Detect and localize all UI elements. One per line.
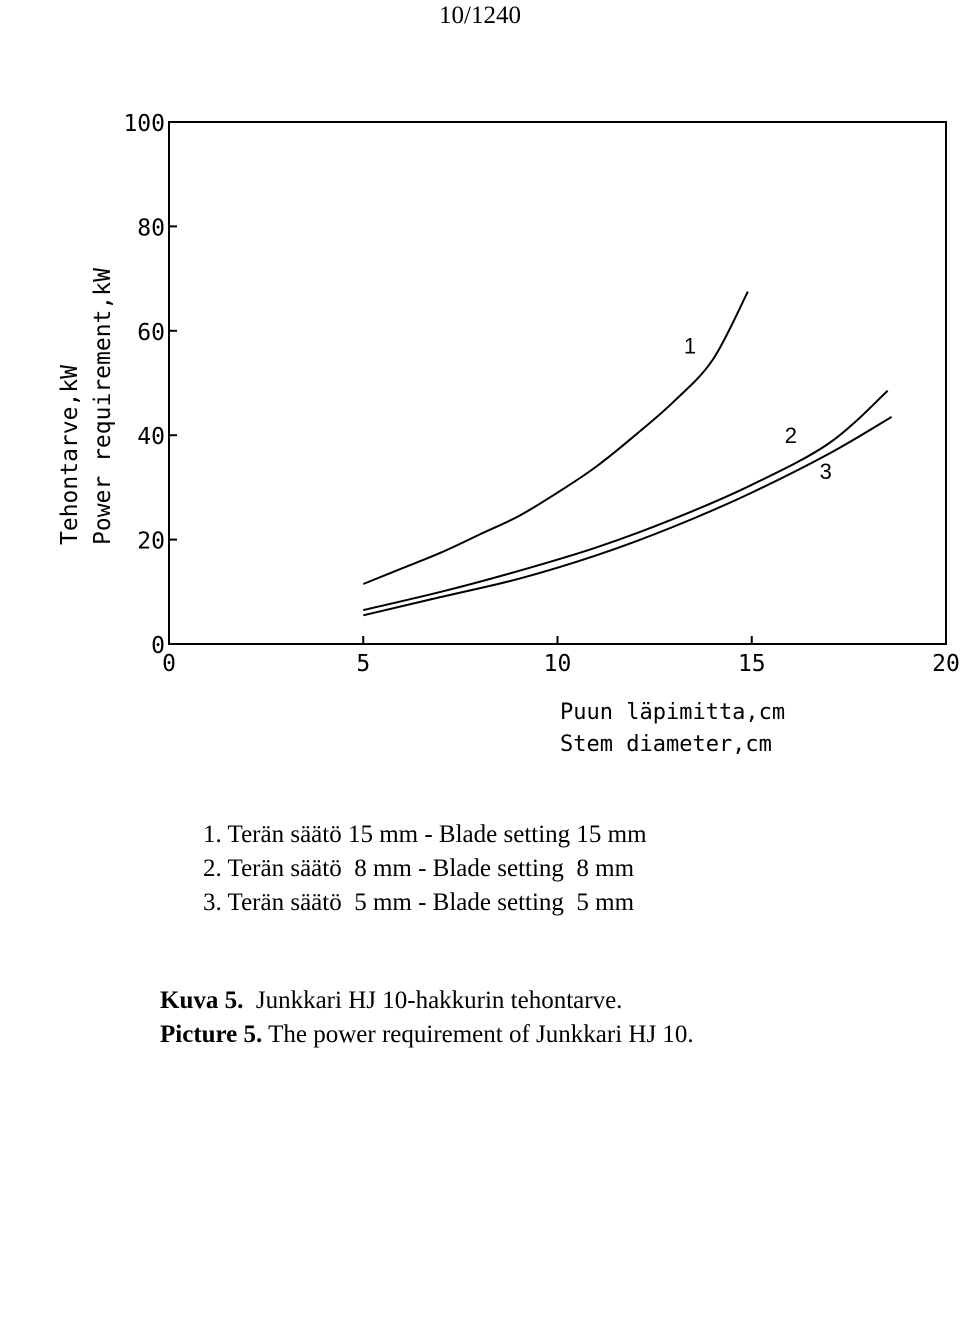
legend-item-1: 1. Terän säätö 15 mm - Blade setting 15 …: [203, 821, 647, 848]
axis-ticks: [169, 225, 753, 644]
x-tick-label-20: 20: [932, 651, 960, 677]
x-axis-label-fi: Puun läpimitta,cm: [560, 700, 785, 725]
x-tick-label-15: 15: [738, 651, 766, 677]
series-line-2: [363, 390, 889, 612]
legend: 1. Terän säätö 15 mm - Blade setting 15 …: [203, 818, 647, 920]
tick-labels: 0 20 40 60 80 100 0 5 10 15 20 1 23: [123, 111, 959, 677]
y-tick-label-40: 40: [137, 424, 165, 450]
x-tick-label-5: 5: [356, 651, 370, 677]
x-tick-label-10: 10: [544, 651, 572, 677]
page-number: 10/1240: [439, 2, 521, 29]
y-tick-label-0: 0: [151, 633, 165, 659]
y-axis-label-en: Power requirement,kW: [90, 268, 116, 545]
figure-caption: Kuva 5. Junkkari HJ 10-hakkurin tehontar…: [160, 984, 694, 1052]
chart: 0 20 40 60 80 100 0 5 10 15 20 1 23 Tehontarve,kW Po…: [57, 111, 960, 757]
caption-fi-text: Junkkari HJ 10-hakkurin tehontarve.: [255, 987, 623, 1014]
y-tick-label-60: 60: [137, 320, 165, 346]
series-label-1: 1: [684, 334, 696, 359]
caption-en-label: Picture 5.: [160, 1021, 263, 1048]
legend-item-2: 2. Terän säätö 8 mm - Blade setting 8 mm: [203, 855, 635, 882]
y-axis-label-fi: Tehontarve,kW: [57, 365, 83, 545]
caption-en-text: The power requirement of Junkkari HJ 10.: [268, 1021, 694, 1048]
plot-frame: [168, 121, 947, 645]
series-label-2: 2: [785, 423, 797, 448]
y-tick-label-100: 100: [123, 111, 165, 137]
plot-border: [168, 121, 947, 645]
series-label-3: 3: [820, 459, 832, 484]
series-line-1: [362, 291, 749, 585]
caption-fi-label: Kuva 5.: [160, 987, 244, 1014]
x-axis-label-en: Stem diameter,cm: [560, 732, 772, 757]
legend-item-3: 3. Terän säätö 5 mm - Blade setting 5 mm: [203, 889, 635, 916]
series-lines: [362, 291, 893, 617]
y-tick-label-20: 20: [137, 529, 165, 555]
x-tick-label-0: 0: [162, 651, 176, 677]
y-tick-label-80: 80: [137, 215, 165, 241]
series-line-3: [363, 416, 893, 617]
